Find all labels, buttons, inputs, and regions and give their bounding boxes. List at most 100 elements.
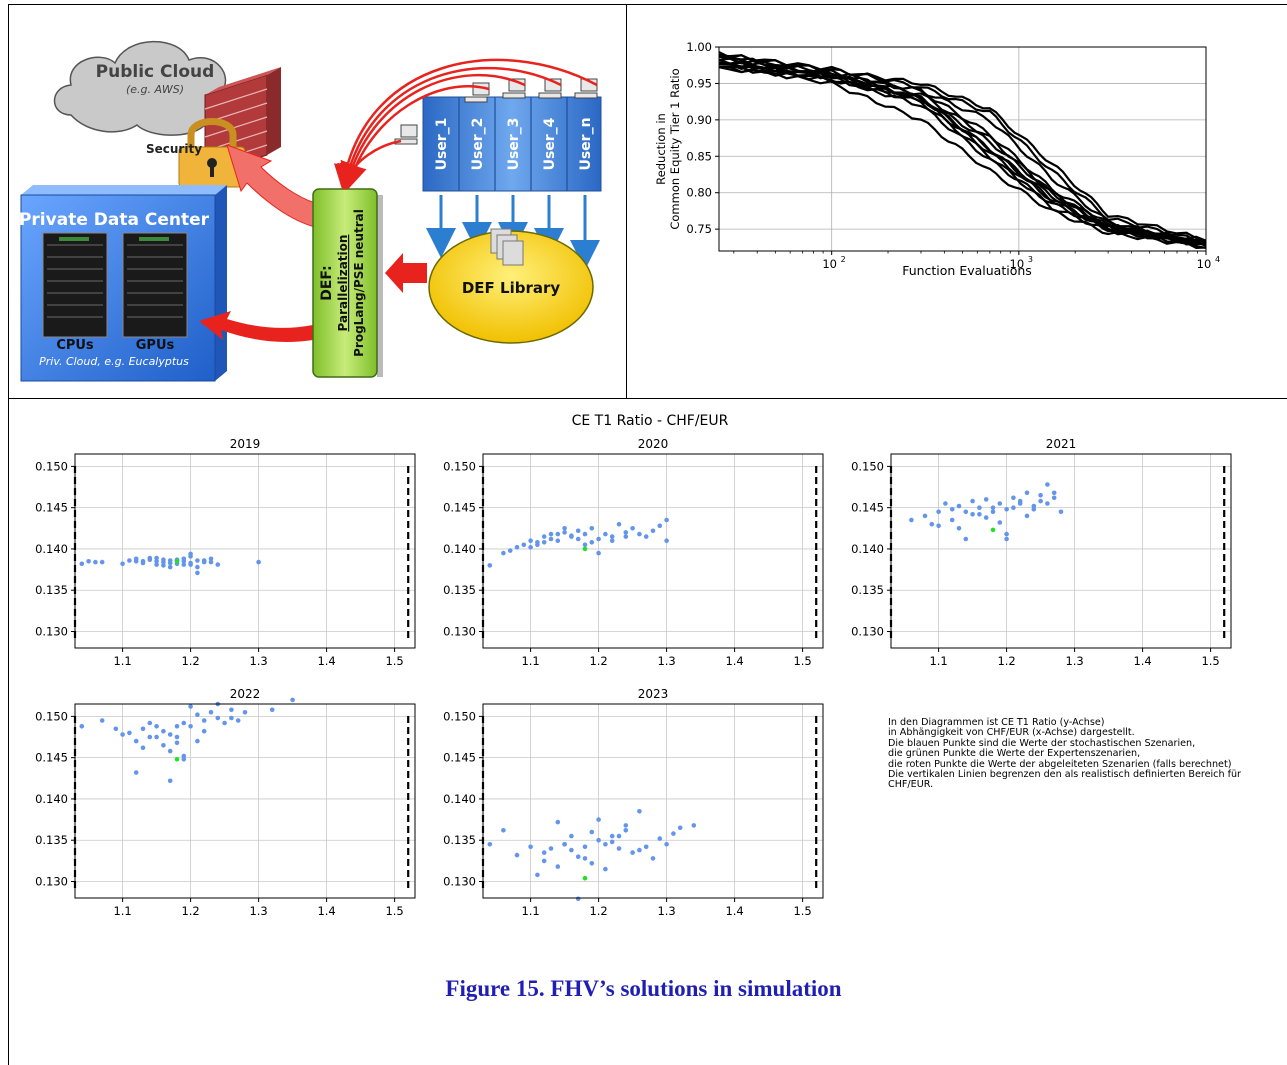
stochastic-scenario-point: [167, 560, 173, 566]
stochastic-scenario-point: [154, 559, 159, 564]
scatter-plot-frame: [74, 703, 416, 899]
scatter-xtick-label: 1.2: [589, 904, 607, 918]
stochastic-scenario-point: [970, 498, 975, 504]
public-cloud-subtitle: (e.g. AWS): [126, 83, 184, 96]
stochastic-scenario-point: [650, 856, 656, 861]
convergence-series-line: [718, 55, 1207, 246]
stochastic-scenario-point: [664, 538, 669, 543]
stochastic-scenario-point: [528, 844, 533, 850]
scatter-plot-title: 2020: [638, 437, 669, 451]
scatter-xtick-label: 1.3: [657, 904, 675, 918]
scatter-plot-2020: 0.150 0.145 0.140 0.135 0.130 1.1 1.2 1.3 1.4 1.5…: [443, 437, 824, 668]
stochastic-scenario-point: [643, 844, 649, 850]
submit-arrows: [426, 195, 600, 270]
stochastic-scenario-point: [643, 534, 649, 539]
stochastic-scenario-point: [589, 540, 595, 545]
stochastic-scenario-point: [161, 743, 166, 748]
scatter-ytick-label: 0.140: [851, 542, 884, 556]
stochastic-scenario-point: [195, 738, 200, 744]
stochastic-scenario-point: [548, 846, 554, 851]
private-dc-title: Private Data Center: [19, 210, 210, 230]
convergence-xtick-exponent: 4: [1215, 255, 1220, 264]
scatter-ytick-label: 0.135: [35, 583, 68, 597]
stochastic-scenario-point: [269, 707, 275, 713]
stochastic-scenario-point: [555, 531, 561, 537]
convergence-series-line: [718, 65, 1207, 246]
scatter-ytick-label: 0.145: [443, 501, 476, 515]
stochastic-scenario-point: [93, 559, 98, 565]
convergence-ylabel-line2: Common Equity Tier 1 Ratio: [668, 68, 682, 229]
stochastic-scenario-point: [181, 562, 187, 567]
stochastic-scenario-point: [229, 715, 234, 721]
stochastic-scenario-point: [575, 528, 581, 534]
stochastic-scenario-point: [609, 538, 615, 543]
expert-scenario-point: [174, 559, 180, 564]
convergence-series-line: [718, 57, 1207, 246]
stochastic-scenario-point: [181, 720, 187, 726]
user-label-n: User_n: [578, 117, 594, 170]
stochastic-scenario-point: [949, 517, 955, 523]
stochastic-scenario-point: [487, 563, 493, 568]
convergence-series-line: [718, 53, 1207, 243]
stochastic-scenario-point: [535, 542, 540, 548]
stochastic-scenario-point: [161, 563, 166, 568]
stochastic-scenario-point: [229, 707, 234, 713]
def-framework-box: DEF: Parallelization ProgLang/PSE neutra…: [312, 188, 383, 378]
stochastic-scenario-point: [188, 724, 193, 729]
expert-scenario-point: [582, 875, 588, 881]
stochastic-scenario-point: [623, 530, 629, 535]
expert-scenario-point: [990, 527, 996, 533]
scatter-ytick-label: 0.140: [443, 792, 476, 806]
scatter-plot-2023: 0.150 0.145 0.140 0.135 0.130 1.1 1.2 1.3 1.4 1.5…: [443, 687, 824, 918]
convergence-xtick-exponent: 3: [1028, 255, 1033, 264]
scatter-xtick-label: 1.4: [317, 904, 335, 918]
stochastic-scenario-point: [541, 534, 547, 539]
scatter-ytick-label: 0.135: [443, 833, 476, 847]
stochastic-scenario-point: [589, 861, 595, 866]
scatter-ytick-label: 0.140: [35, 542, 68, 556]
gpu-label: GPUs: [136, 338, 175, 353]
scatter-ytick-label: 0.145: [851, 501, 884, 515]
stochastic-scenario-point: [127, 730, 132, 736]
arrow-to-cloud: [226, 144, 316, 228]
stochastic-scenario-point: [990, 505, 996, 510]
scatter-xtick-label: 1.1: [113, 904, 131, 918]
scatter-ytick-label: 0.140: [443, 542, 476, 556]
convergence-xtick-label: 10: [1010, 257, 1025, 271]
stochastic-scenario-point: [562, 842, 567, 847]
scatter-plot-title: 2023: [638, 687, 669, 701]
stochastic-scenario-point: [127, 558, 132, 563]
stochastic-scenario-point: [120, 561, 125, 567]
stochastic-scenario-point: [609, 839, 615, 845]
stochastic-scenario-point: [1038, 493, 1043, 498]
stochastic-scenario-point: [195, 570, 200, 576]
stochastic-scenario-point: [555, 538, 561, 543]
stochastic-scenario-point: [161, 728, 166, 734]
stochastic-scenario-point: [79, 724, 85, 729]
stochastic-scenario-point: [1004, 507, 1009, 512]
stochastic-scenario-point: [616, 846, 622, 851]
scatter-suptitle: CE T1 Ratio - CHF/EUR: [572, 413, 729, 429]
stochastic-scenario-point: [154, 724, 159, 729]
scatter-xtick-label: 1.2: [181, 904, 199, 918]
note-line-3: Die blauen Punkte sind die Werte der sto…: [888, 737, 1196, 749]
stochastic-scenario-point: [541, 858, 547, 864]
stochastic-scenario-point: [514, 852, 520, 858]
scatter-xtick-label: 1.3: [657, 654, 675, 668]
stochastic-scenario-point: [1051, 495, 1057, 501]
stochastic-scenario-point: [1051, 490, 1057, 496]
scatter-xtick-label: 1.5: [793, 654, 811, 668]
stochastic-scenario-point: [603, 531, 608, 537]
stochastic-scenario-point: [569, 833, 574, 839]
def-parallelization: Parallelization: [336, 235, 350, 332]
stochastic-scenario-point: [1058, 509, 1064, 515]
def-library-label: DEF Library: [462, 279, 561, 297]
convergence-series-line: [718, 61, 1207, 249]
stochastic-scenario-point: [181, 757, 187, 762]
stochastic-scenario-point: [1024, 513, 1030, 519]
stochastic-scenario-point: [1004, 536, 1009, 542]
stochastic-scenario-point: [528, 545, 533, 550]
scatter-plot-frame: [890, 453, 1232, 649]
stochastic-scenario-point: [548, 531, 554, 537]
